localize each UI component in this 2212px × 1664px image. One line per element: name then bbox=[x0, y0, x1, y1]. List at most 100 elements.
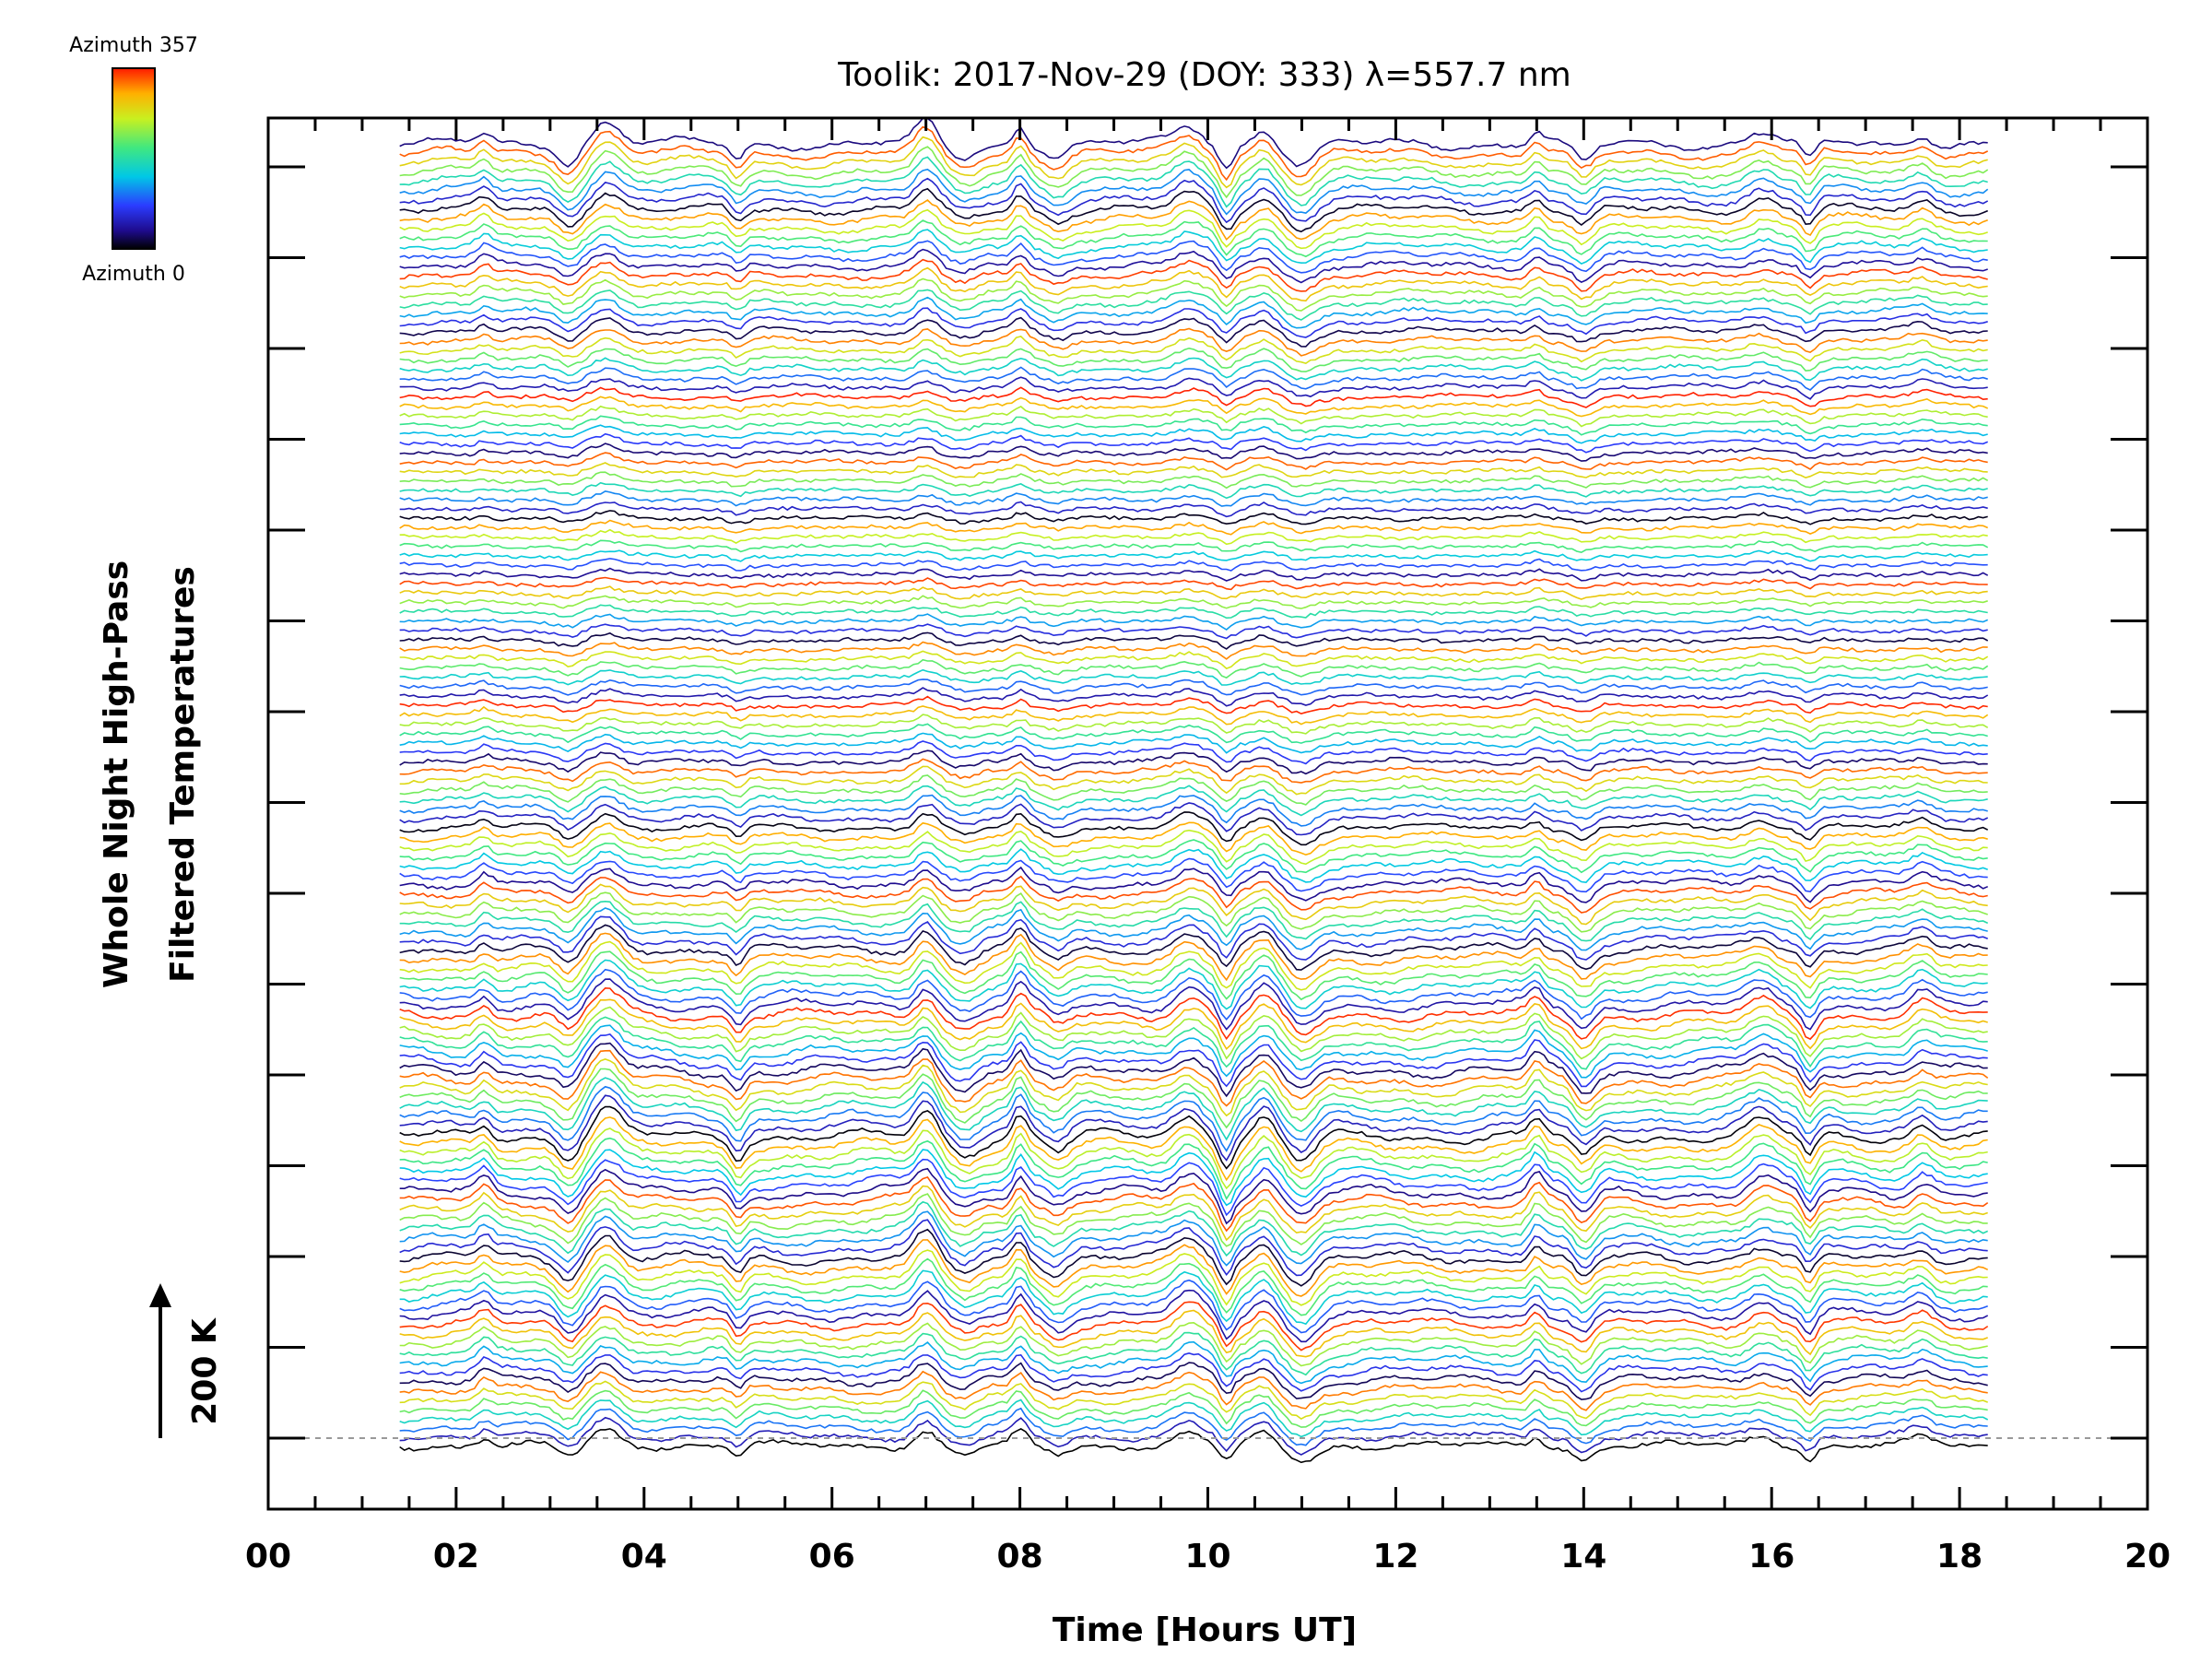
trace-line bbox=[399, 978, 1988, 1031]
trace-line bbox=[399, 613, 1989, 631]
trace-line bbox=[399, 539, 1989, 554]
trace-line bbox=[399, 1289, 1989, 1343]
trace-line bbox=[399, 986, 1988, 1041]
trace-line bbox=[399, 376, 1988, 400]
x-tick-label: 12 bbox=[1372, 1538, 1418, 1575]
x-axis-label: Time [Hours UT] bbox=[1053, 1611, 1357, 1649]
trace-line bbox=[399, 595, 1988, 609]
trace-line bbox=[399, 296, 1988, 329]
trace-line bbox=[399, 1006, 1988, 1060]
trace-line bbox=[399, 156, 1988, 208]
trace-line bbox=[399, 1279, 1988, 1334]
trace-line bbox=[399, 567, 1989, 582]
trace-line bbox=[399, 1094, 1988, 1162]
trace-line bbox=[399, 585, 1988, 600]
trace-line bbox=[399, 658, 1989, 679]
trace-line bbox=[399, 424, 1988, 444]
x-tick-labels: 00 02 04 06 08 10 12 14 16 18 20 bbox=[245, 1538, 2171, 1575]
y-axis-label-line1: Whole Night High-Pass bbox=[98, 561, 135, 988]
trace-line bbox=[399, 117, 1988, 170]
trace-line bbox=[399, 866, 1989, 903]
x-tick-label: 16 bbox=[1748, 1538, 1794, 1575]
chart-title: Toolik: 2017-Nov-29 (DOY: 333) λ=557.7 n… bbox=[837, 56, 1571, 94]
trace-line bbox=[399, 277, 1988, 312]
trace-line bbox=[399, 1398, 1989, 1438]
trace-line bbox=[399, 558, 1988, 572]
x-tick-label: 02 bbox=[433, 1538, 479, 1575]
trace-line bbox=[399, 732, 1988, 754]
trace-line bbox=[399, 1370, 1988, 1411]
trace-line bbox=[399, 1049, 1989, 1107]
trace-line bbox=[399, 347, 1988, 372]
trace-line bbox=[399, 604, 1988, 620]
axis-ticks bbox=[266, 118, 2149, 1509]
trace-line bbox=[399, 395, 1989, 418]
x-tick-label: 20 bbox=[2124, 1538, 2171, 1575]
trace-line bbox=[399, 125, 1989, 182]
trace-line bbox=[399, 462, 1988, 479]
trace-line bbox=[399, 749, 1988, 775]
colorbar-top-label: Azimuth 357 bbox=[69, 34, 198, 57]
x-tick-label: 14 bbox=[1560, 1538, 1606, 1575]
trace-line bbox=[399, 1167, 1988, 1225]
trace-line bbox=[399, 714, 1989, 735]
trace-line bbox=[399, 415, 1988, 436]
trace-line bbox=[399, 481, 1988, 500]
trace-line bbox=[399, 875, 1988, 914]
trace-line bbox=[399, 668, 1988, 686]
trace-line bbox=[399, 1340, 1988, 1385]
trace-line bbox=[399, 1219, 1988, 1277]
trace-line bbox=[399, 802, 1989, 836]
x-tick-label: 04 bbox=[621, 1538, 667, 1575]
trace-line bbox=[399, 950, 1988, 1001]
trace-line bbox=[399, 219, 1988, 258]
trace-line bbox=[399, 794, 1988, 827]
trace-line bbox=[399, 1351, 1988, 1393]
trace-line bbox=[399, 883, 1988, 926]
trace-line bbox=[399, 1257, 1988, 1316]
trace-line bbox=[399, 1321, 1988, 1367]
trace-line bbox=[399, 266, 1988, 302]
trace-line bbox=[399, 785, 1988, 817]
trace-line bbox=[399, 1116, 1988, 1182]
trace-line bbox=[399, 146, 1989, 199]
trace-line bbox=[399, 765, 1988, 796]
trace-line bbox=[399, 248, 1988, 284]
trace-line bbox=[399, 829, 1988, 866]
trace-line bbox=[399, 1407, 1988, 1446]
trace-line bbox=[399, 501, 1988, 518]
trace-line bbox=[399, 258, 1988, 292]
trace-line bbox=[399, 443, 1988, 462]
trace-line bbox=[399, 1042, 1988, 1098]
trace-line bbox=[399, 968, 1988, 1021]
trace-line bbox=[399, 357, 1988, 382]
trace-line bbox=[399, 208, 1988, 250]
trace-line bbox=[399, 1200, 1989, 1257]
trace-line bbox=[399, 723, 1988, 744]
trace-line bbox=[399, 168, 1989, 216]
trace-line bbox=[399, 1127, 1988, 1190]
trace-line bbox=[399, 198, 1988, 242]
trace-line bbox=[399, 848, 1988, 884]
trace-line bbox=[399, 932, 1988, 982]
trace-line bbox=[399, 549, 1988, 562]
trace-line bbox=[399, 177, 1989, 224]
trace-line bbox=[399, 940, 1988, 991]
trace-line bbox=[399, 623, 1988, 640]
trace-line bbox=[399, 1193, 1988, 1247]
trace-line bbox=[399, 1427, 1988, 1464]
trace-line bbox=[399, 576, 1988, 591]
trace-line bbox=[399, 1389, 1988, 1428]
y-axis-label-line2: Filtered Temperatures bbox=[164, 566, 202, 983]
trace-line bbox=[399, 1309, 1988, 1358]
scale-label: 200 K bbox=[186, 1317, 224, 1425]
trace-line bbox=[399, 1228, 1988, 1287]
trace-line bbox=[399, 336, 1988, 364]
trace-line bbox=[399, 821, 1988, 856]
trace-line bbox=[399, 1362, 1988, 1400]
trace-line bbox=[399, 519, 1989, 536]
x-tick-label: 06 bbox=[809, 1538, 855, 1575]
trace-line bbox=[399, 998, 1988, 1051]
x-tick-label: 08 bbox=[997, 1538, 1043, 1575]
